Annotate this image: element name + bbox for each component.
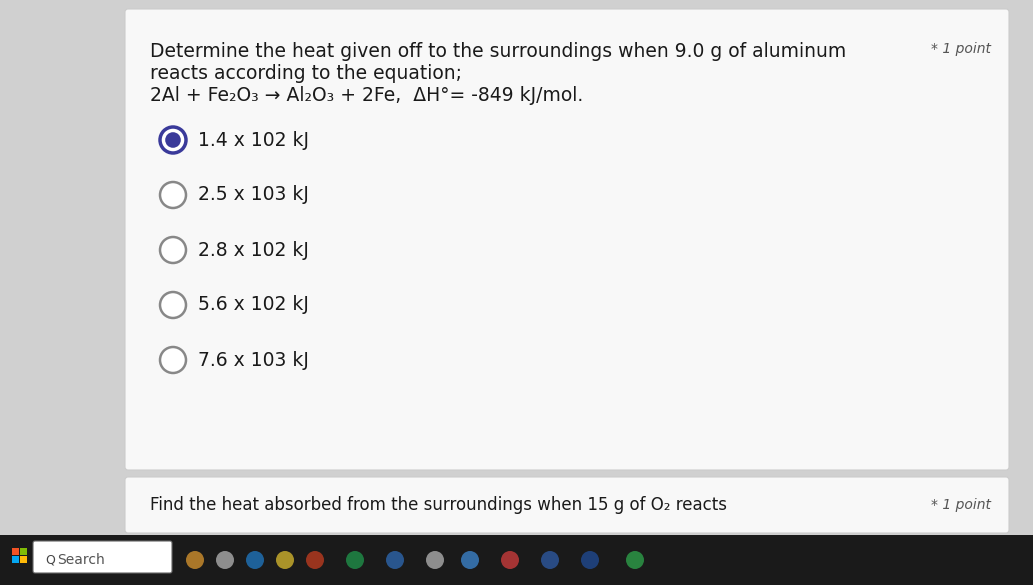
Circle shape (160, 237, 186, 263)
Circle shape (541, 551, 559, 569)
Circle shape (386, 551, 404, 569)
FancyBboxPatch shape (125, 9, 1009, 470)
Text: * 1 point: * 1 point (931, 42, 991, 56)
Text: 2.8 x 102 kJ: 2.8 x 102 kJ (198, 240, 309, 260)
Circle shape (276, 551, 294, 569)
Circle shape (246, 551, 264, 569)
Text: 7.6 x 103 kJ: 7.6 x 103 kJ (198, 350, 309, 370)
Text: 5.6 x 102 kJ: 5.6 x 102 kJ (198, 295, 309, 315)
Circle shape (216, 551, 234, 569)
Circle shape (461, 551, 479, 569)
Bar (12, 556, 19, 563)
Circle shape (346, 551, 364, 569)
Text: 1.4 x 102 kJ: 1.4 x 102 kJ (198, 130, 309, 150)
Circle shape (160, 292, 186, 318)
Circle shape (160, 127, 186, 153)
FancyBboxPatch shape (125, 477, 1009, 533)
Circle shape (306, 551, 324, 569)
Bar (12, 548, 19, 555)
Text: * 1 point: * 1 point (931, 498, 991, 512)
Text: Find the heat absorbed from the surroundings when 15 g of O₂ reacts: Find the heat absorbed from the surround… (150, 496, 727, 514)
Circle shape (186, 551, 204, 569)
Text: reacts according to the equation;: reacts according to the equation; (150, 64, 462, 83)
Text: Determine the heat given off to the surroundings when 9.0 g of aluminum: Determine the heat given off to the surr… (150, 42, 846, 61)
Bar (20, 556, 27, 563)
Circle shape (165, 132, 181, 148)
Circle shape (160, 182, 186, 208)
Text: Search: Search (57, 553, 104, 567)
Text: Q: Q (45, 553, 55, 566)
FancyBboxPatch shape (33, 541, 173, 573)
Bar (0, 535, 1033, 585)
Circle shape (501, 551, 519, 569)
Bar (20, 548, 27, 555)
Text: 2Al + Fe₂O₃ → Al₂O₃ + 2Fe,  ΔH°= -849 kJ/mol.: 2Al + Fe₂O₃ → Al₂O₃ + 2Fe, ΔH°= -849 kJ/… (150, 86, 584, 105)
Circle shape (426, 551, 444, 569)
Text: 2.5 x 103 kJ: 2.5 x 103 kJ (198, 185, 309, 205)
Circle shape (626, 551, 644, 569)
Circle shape (581, 551, 599, 569)
Circle shape (160, 347, 186, 373)
